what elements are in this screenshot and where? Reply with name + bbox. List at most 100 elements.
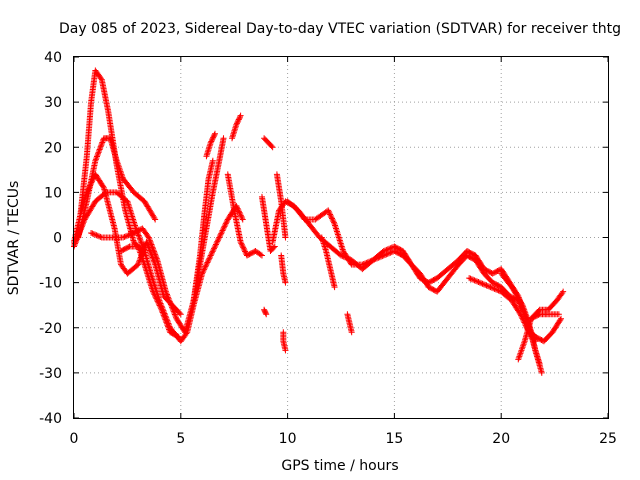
data-point [209,249,216,256]
data-point [204,259,211,266]
data-point [157,303,164,310]
data-point [165,325,172,332]
data-point [135,232,142,239]
series-arc-19 [318,234,338,291]
data-point [217,231,224,238]
data-point [282,279,289,286]
data-point [93,153,100,160]
data-point [148,242,155,249]
data-point [175,333,182,340]
series-arc-25 [523,315,565,345]
data-point [329,216,336,223]
data-point [486,283,493,290]
data-point [153,254,160,261]
data-point [146,235,153,242]
data-point [93,154,100,161]
series-arc-13 [273,171,289,241]
data-point [73,236,80,243]
data-point [479,280,486,287]
data-point [150,245,157,252]
data-point [467,275,474,282]
data-point [167,301,174,308]
data-point [97,143,104,150]
data-point [211,130,218,137]
data-point [135,261,142,268]
data-point [78,223,85,230]
data-point [222,222,229,229]
data-point [89,178,96,185]
data-point [152,252,159,259]
axis-ticks: 0 5 10 15 20 25 -40 -30 -20 -10 0 10 20 30 40 [39,50,617,447]
data-point [89,176,96,183]
data-point [221,223,228,230]
data-point [152,251,159,258]
data-point [207,253,214,260]
data-point [163,319,170,326]
data-point [156,302,163,309]
data-point [203,260,210,267]
series-arc-17 [269,198,535,336]
data-point [147,238,154,245]
data-point [135,260,142,267]
data-point [268,143,275,150]
data-point [153,296,160,303]
data-point [210,133,217,140]
data-point [138,240,145,247]
data-point [205,256,212,263]
data-point [208,251,215,258]
data-point [522,320,529,327]
data-point [74,233,81,240]
data-point [89,230,96,237]
data-point [96,233,103,240]
data-point [237,239,244,246]
data-point [558,315,565,322]
data-point [210,246,217,253]
data-point [220,135,227,142]
data-point [85,185,92,192]
data-point [258,252,265,259]
data-point [207,252,214,259]
data-point [98,140,105,147]
data-point [214,238,221,245]
data-point [222,220,229,227]
data-point [165,294,172,301]
data-point [92,156,99,163]
data-point [235,116,242,123]
data-point [516,309,523,316]
chart-title: Day 085 of 2023, Sidereal Day-to-day VTE… [59,21,621,37]
y-tick-label: 30 [44,95,62,111]
data-point [100,183,107,190]
data-point [166,298,173,305]
data-point [223,219,230,226]
x-axis-label: GPS time / hours [281,458,398,474]
series-arc-24 [528,288,567,322]
data-point [126,231,133,238]
y-tick-label: 20 [44,140,62,156]
data-point [163,320,170,327]
data-point [94,152,101,159]
data-point [216,234,223,241]
data-point [239,215,246,222]
data-point [137,238,144,245]
x-tick-label: 10 [279,431,297,447]
y-tick-label: 10 [44,185,62,201]
data-point [92,231,99,238]
data-point [339,253,346,260]
data-point [88,229,95,236]
data-point [163,291,170,298]
data-point [488,284,495,291]
data-point [492,286,499,293]
data-point [98,142,105,149]
data-point [269,144,276,151]
data-point [233,121,240,128]
data-point [484,283,491,290]
data-point [164,292,171,299]
data-point [172,312,179,319]
data-point [536,360,543,367]
data-point [170,308,177,315]
series-arc-11 [261,135,276,151]
data-point [176,310,183,317]
data-point [235,117,242,124]
data-point [129,230,136,237]
